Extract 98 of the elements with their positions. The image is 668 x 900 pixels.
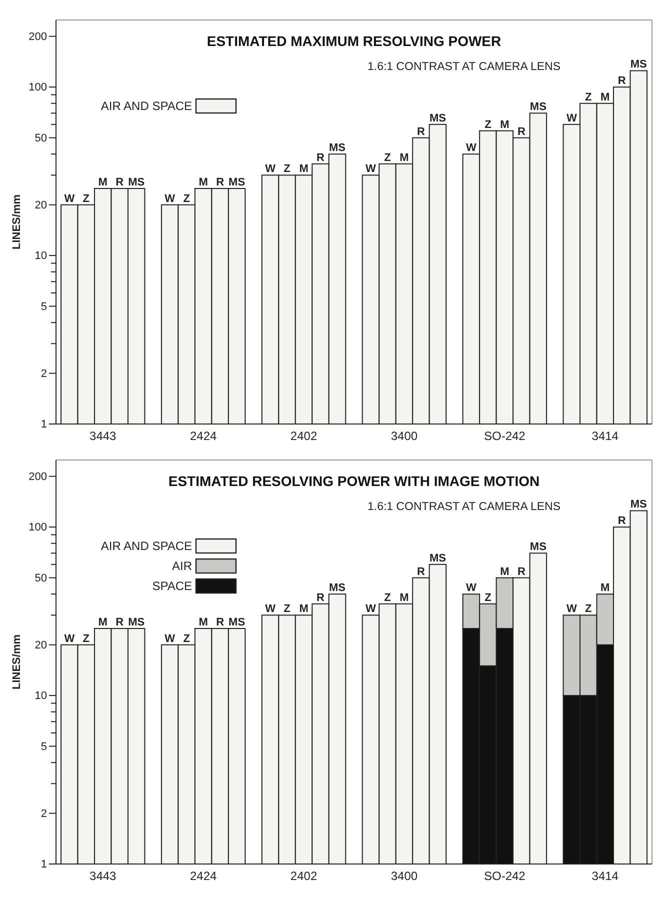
data-label: Z xyxy=(284,163,291,176)
data-label: Z xyxy=(484,592,492,604)
legend-label: SPACE xyxy=(152,578,192,593)
data-label: Z xyxy=(384,592,392,604)
data-label: W xyxy=(64,192,76,205)
x-tick-label: 2424 xyxy=(190,869,217,883)
data-label: W xyxy=(566,603,578,616)
x-tick-label: 3443 xyxy=(90,429,117,443)
data-label: Z xyxy=(183,632,190,645)
y-tick-label: 10 xyxy=(34,690,47,702)
y-tick-label: 5 xyxy=(40,300,47,313)
x-tick-label: SO-242 xyxy=(484,429,526,443)
x-tick-label: 2402 xyxy=(290,429,318,443)
x-tick-label: 3443 xyxy=(90,869,117,883)
y-tick-label: 2 xyxy=(40,368,47,380)
data-label: W xyxy=(366,603,377,616)
data-label: M xyxy=(600,582,610,594)
data-label: M xyxy=(198,616,208,628)
y-tick-label: 200 xyxy=(28,470,47,483)
data-label: W xyxy=(164,632,176,645)
data-label: M xyxy=(98,176,108,188)
data-label: R xyxy=(517,566,526,578)
data-label: MS xyxy=(329,582,346,594)
data-label: W xyxy=(64,632,76,645)
data-label: R xyxy=(216,176,224,188)
data-label: MS xyxy=(228,176,246,188)
data-label: W xyxy=(265,163,276,176)
legend-label: AIR xyxy=(172,558,192,573)
data-label: M xyxy=(400,592,409,604)
y-tick-label: 100 xyxy=(28,82,47,94)
legend-label: AIR AND SPACE xyxy=(100,98,192,113)
data-label: M xyxy=(198,176,208,188)
data-label: R xyxy=(216,616,224,628)
data-label: MS xyxy=(429,552,446,564)
data-label: MS xyxy=(429,112,446,124)
data-label: M xyxy=(98,616,108,628)
data-label: MS xyxy=(128,616,145,628)
data-label: W xyxy=(164,192,176,205)
data-label: Z xyxy=(585,603,592,616)
data-label: Z xyxy=(284,603,291,616)
text: 1.6:1 CONTRAST AT CAMERA LENS xyxy=(367,501,561,513)
data-label: Z xyxy=(384,152,392,164)
data-label: R xyxy=(316,592,325,604)
text: ESTIMATED MAXIMUM RESOLVING POWER xyxy=(206,33,502,49)
data-label: W xyxy=(366,163,377,176)
x-tick-label: 3400 xyxy=(390,429,418,443)
data-label: Z xyxy=(183,192,190,205)
data-label: MS xyxy=(128,176,145,188)
data-label: W xyxy=(466,142,477,154)
y-tick-label: 100 xyxy=(28,522,47,534)
y-tick-label: 200 xyxy=(28,30,47,43)
y-tick-label: 5 xyxy=(40,740,47,753)
data-label: Z xyxy=(585,91,592,104)
data-label: M xyxy=(299,163,308,176)
y-tick-label: 10 xyxy=(34,250,47,262)
data-label: M xyxy=(500,566,510,578)
data-label: MS xyxy=(329,142,346,154)
data-label: R xyxy=(618,515,626,528)
data-label: Z xyxy=(484,118,492,131)
data-label: Z xyxy=(82,632,90,645)
y-tick-label: 50 xyxy=(34,572,47,584)
data-label: R xyxy=(517,126,526,138)
y-tick-label: 50 xyxy=(34,132,47,144)
data-label: M xyxy=(299,603,308,616)
data-label: M xyxy=(600,91,610,104)
data-label: MS xyxy=(530,101,546,114)
y-tick-label: 1 xyxy=(40,858,47,871)
x-tick-label: 3414 xyxy=(592,429,619,443)
data-label: MS xyxy=(630,498,647,511)
data-label: R xyxy=(618,75,626,88)
data-label: R xyxy=(416,566,425,578)
data-label: MS xyxy=(630,58,647,71)
data-label: MS xyxy=(530,541,546,554)
y-axis-title: LINES/mm xyxy=(11,194,23,250)
data-label: MS xyxy=(228,616,246,628)
data-label: R xyxy=(416,126,425,138)
y-axis-title: LINES/mm xyxy=(11,634,23,690)
y-tick-label: 20 xyxy=(34,199,47,212)
data-label: W xyxy=(566,112,578,124)
data-label: R xyxy=(316,152,325,164)
data-label: W xyxy=(265,603,276,616)
data-label: M xyxy=(400,152,409,164)
x-tick-label: 2402 xyxy=(290,869,318,883)
text: ESTIMATED RESOLVING POWER WITH IMAGE MOTION xyxy=(168,473,540,489)
x-tick-label: 2424 xyxy=(190,429,217,443)
y-tick-label: 20 xyxy=(34,639,47,652)
y-tick-label: 1 xyxy=(40,418,47,431)
data-label: R xyxy=(116,176,124,188)
x-tick-label: 3400 xyxy=(390,869,418,883)
y-tick-label: 2 xyxy=(40,808,47,820)
data-label: W xyxy=(466,582,477,594)
data-label: Z xyxy=(82,192,90,205)
data-label: R xyxy=(116,616,124,628)
data-label: M xyxy=(500,118,510,131)
legend-label: AIR AND SPACE xyxy=(100,538,192,553)
x-tick-label: SO-242 xyxy=(484,869,526,883)
text: 1.6:1 CONTRAST AT CAMERA LENS xyxy=(367,61,561,73)
x-tick-label: 3414 xyxy=(592,869,619,883)
